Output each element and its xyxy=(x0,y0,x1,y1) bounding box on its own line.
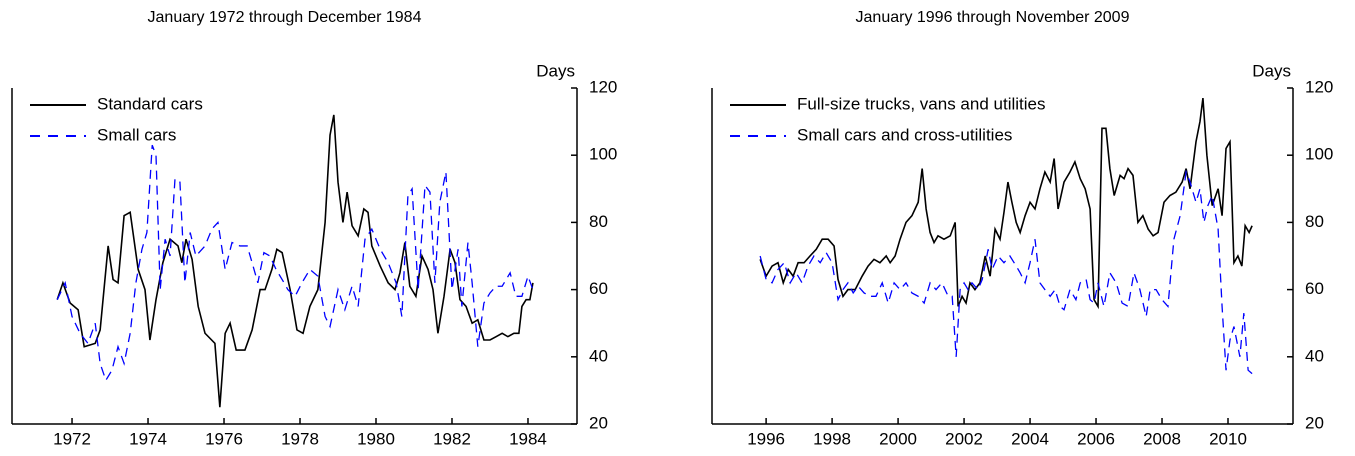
y-tick-label: 120 xyxy=(1305,77,1333,96)
y-tick-label: 20 xyxy=(1305,413,1324,432)
x-tick-label: 2000 xyxy=(879,429,917,448)
y-tick-label: 40 xyxy=(1305,346,1324,365)
x-tick-label: 2008 xyxy=(1143,429,1181,448)
x-tick-label: 1978 xyxy=(281,429,319,448)
legend-label: Small cars xyxy=(97,125,176,144)
chart-title: January 1996 through November 2009 xyxy=(856,9,1130,26)
series-line xyxy=(759,97,1253,310)
y-tick-label: 100 xyxy=(1305,145,1333,164)
y-tick-label: 120 xyxy=(589,77,617,96)
y-tick-label: 80 xyxy=(589,212,608,231)
legend-label: Standard cars xyxy=(97,94,203,113)
x-tick-label: 1984 xyxy=(509,429,547,448)
series-line xyxy=(56,144,534,382)
series-line xyxy=(56,114,534,408)
x-tick-label: 2006 xyxy=(1077,429,1115,448)
y-tick-label: 60 xyxy=(589,279,608,298)
chart-title: January 1972 through December 1984 xyxy=(148,9,422,26)
x-tick-label: 1982 xyxy=(433,429,471,448)
legend-label: Small cars and cross-utilities xyxy=(797,125,1012,144)
y-tick-label: 40 xyxy=(589,346,608,365)
x-tick-label: 1996 xyxy=(747,429,785,448)
y-tick-label: 100 xyxy=(589,145,617,164)
y-tick-label: 20 xyxy=(589,413,608,432)
y-axis-label: Days xyxy=(1252,61,1291,80)
x-tick-label: 2002 xyxy=(945,429,983,448)
x-tick-label: 1974 xyxy=(129,429,167,448)
x-tick-label: 2010 xyxy=(1209,429,1247,448)
series-line xyxy=(759,169,1253,375)
y-tick-label: 60 xyxy=(1305,279,1324,298)
legend-label: Full-size trucks, vans and utilities xyxy=(797,94,1045,113)
y-tick-label: 80 xyxy=(1305,212,1324,231)
x-tick-label: 1980 xyxy=(357,429,395,448)
x-tick-label: 2004 xyxy=(1011,429,1049,448)
x-tick-label: 1972 xyxy=(53,429,91,448)
x-tick-label: 1976 xyxy=(205,429,243,448)
x-tick-label: 1998 xyxy=(813,429,851,448)
y-axis-label: Days xyxy=(536,61,575,80)
